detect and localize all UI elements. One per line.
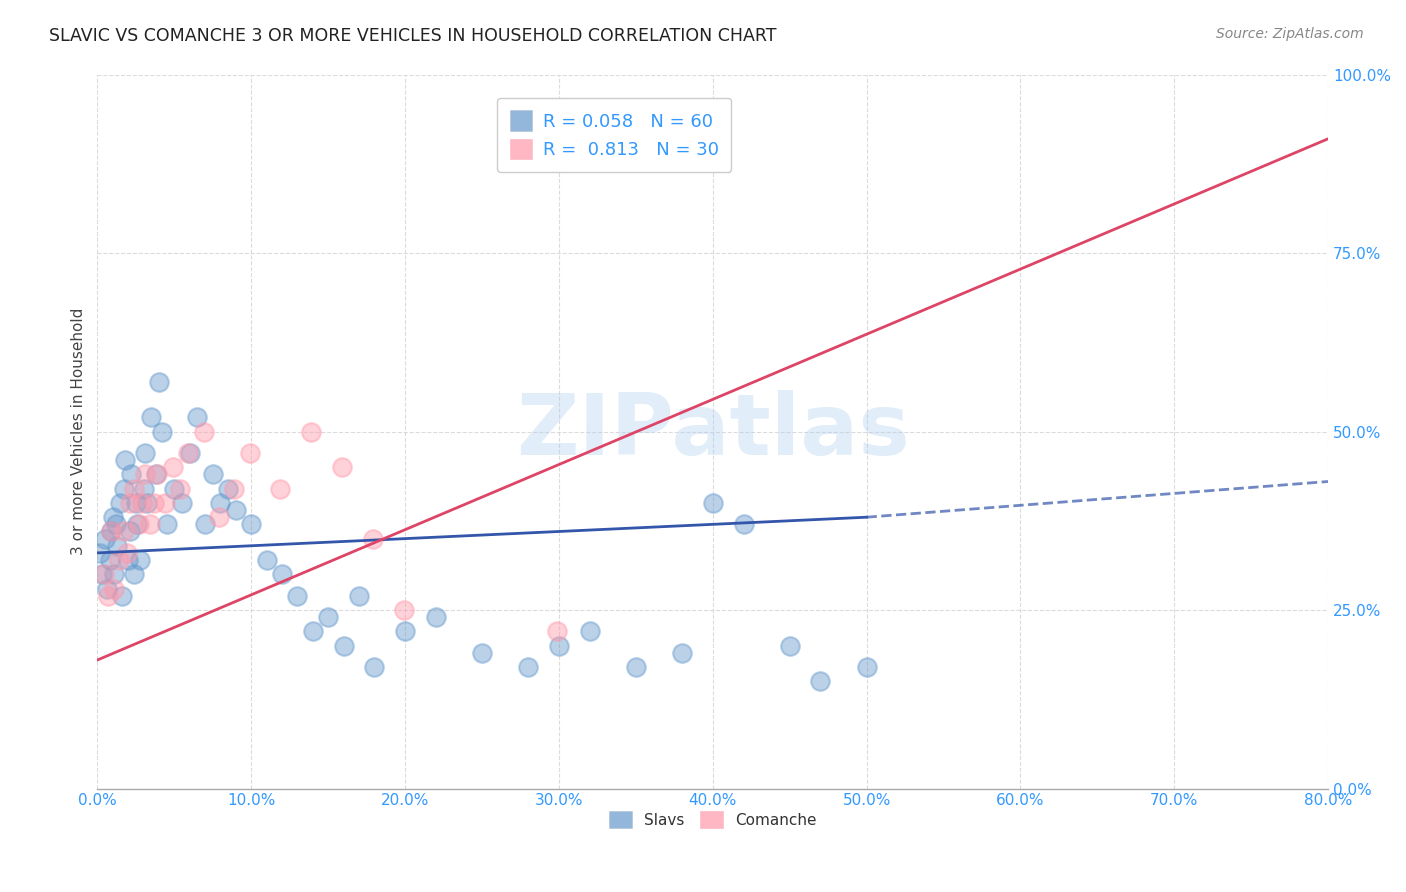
- Point: [111, 589, 134, 603]
- Point: [104, 517, 127, 532]
- Point: [129, 553, 152, 567]
- Point: [128, 517, 150, 532]
- Point: [134, 467, 156, 482]
- Point: [240, 517, 263, 532]
- Point: [363, 660, 385, 674]
- Point: [120, 467, 142, 482]
- Point: [89, 546, 111, 560]
- Point: [100, 524, 122, 539]
- Point: [112, 524, 135, 539]
- Point: [394, 624, 416, 639]
- Point: [117, 553, 139, 567]
- Point: [779, 639, 801, 653]
- Point: [855, 660, 877, 674]
- Point: [170, 496, 193, 510]
- Point: [548, 639, 571, 653]
- Point: [201, 467, 224, 482]
- Legend: Slavs, Comanche: Slavs, Comanche: [603, 805, 823, 834]
- Point: [225, 503, 247, 517]
- Point: [186, 410, 208, 425]
- Point: [97, 589, 120, 603]
- Point: [169, 482, 191, 496]
- Point: [256, 553, 278, 567]
- Point: [330, 460, 353, 475]
- Point: [517, 660, 540, 674]
- Point: [285, 589, 308, 603]
- Point: [101, 510, 124, 524]
- Point: [124, 567, 146, 582]
- Point: [471, 646, 494, 660]
- Point: [347, 589, 370, 603]
- Point: [146, 467, 169, 482]
- Point: [105, 539, 128, 553]
- Point: [124, 482, 146, 496]
- Point: [269, 482, 291, 496]
- Point: [702, 496, 724, 510]
- Point: [134, 446, 156, 460]
- Y-axis label: 3 or more Vehicles in Household: 3 or more Vehicles in Household: [72, 308, 86, 555]
- Text: ZIPatlas: ZIPatlas: [516, 390, 910, 473]
- Point: [671, 646, 693, 660]
- Point: [217, 482, 239, 496]
- Point: [810, 674, 832, 689]
- Point: [103, 582, 125, 596]
- Point: [118, 524, 141, 539]
- Point: [392, 603, 415, 617]
- Point: [546, 624, 568, 639]
- Point: [193, 425, 215, 439]
- Point: [179, 446, 201, 460]
- Point: [177, 446, 200, 460]
- Point: [138, 517, 160, 532]
- Point: [114, 453, 136, 467]
- Point: [132, 482, 155, 496]
- Point: [91, 567, 114, 582]
- Point: [155, 517, 177, 532]
- Point: [96, 582, 118, 596]
- Text: Source: ZipAtlas.com: Source: ZipAtlas.com: [1216, 27, 1364, 41]
- Point: [127, 517, 149, 532]
- Point: [125, 496, 148, 510]
- Point: [209, 496, 232, 510]
- Point: [153, 496, 176, 510]
- Point: [332, 639, 354, 653]
- Point: [115, 546, 138, 560]
- Point: [733, 517, 755, 532]
- Point: [108, 553, 131, 567]
- Point: [239, 446, 262, 460]
- Point: [143, 496, 166, 510]
- Point: [162, 460, 184, 475]
- Text: SLAVIC VS COMANCHE 3 OR MORE VEHICLES IN HOUSEHOLD CORRELATION CHART: SLAVIC VS COMANCHE 3 OR MORE VEHICLES IN…: [49, 27, 776, 45]
- Point: [103, 567, 125, 582]
- Point: [224, 482, 246, 496]
- Point: [141, 410, 163, 425]
- Point: [299, 425, 322, 439]
- Point: [98, 553, 121, 567]
- Point: [624, 660, 647, 674]
- Point: [110, 496, 132, 510]
- Point: [145, 467, 167, 482]
- Point: [100, 524, 122, 539]
- Point: [148, 375, 170, 389]
- Point: [301, 624, 323, 639]
- Point: [93, 567, 115, 582]
- Point: [131, 496, 153, 510]
- Point: [112, 482, 135, 496]
- Point: [316, 610, 339, 624]
- Point: [578, 624, 600, 639]
- Point: [194, 517, 217, 532]
- Point: [94, 532, 117, 546]
- Point: [150, 425, 173, 439]
- Point: [361, 532, 384, 546]
- Point: [163, 482, 186, 496]
- Point: [271, 567, 294, 582]
- Point: [702, 125, 724, 139]
- Point: [208, 510, 231, 524]
- Point: [118, 496, 141, 510]
- Point: [135, 496, 157, 510]
- Point: [425, 610, 447, 624]
